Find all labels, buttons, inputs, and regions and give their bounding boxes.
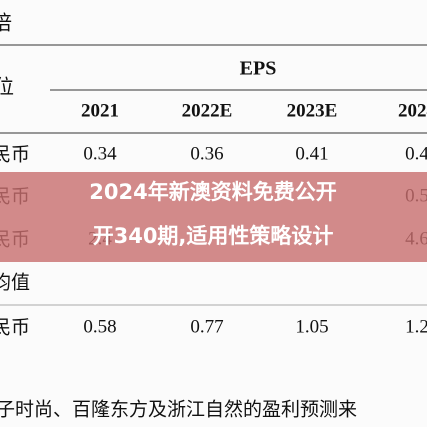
cell: 0.4 [405,143,427,164]
cell: 0.77 [190,316,223,337]
row-label: 民币 [0,317,30,339]
cell: 0.34 [83,143,117,164]
row-label: 均值 [0,272,30,294]
cell: 0.36 [190,143,223,164]
banner-text: 开340期,适用性策略设计 [93,224,334,248]
unit-label: 位 [0,75,14,99]
group-header: EPS [240,58,277,80]
column-header: 2021 [81,100,119,121]
column-header: 2022E [182,100,233,121]
banner-text: 2024年新澳资料免费公开 [89,180,336,204]
footnote: 子时尚、百隆东方及浙江自然的盈利预测来 [0,399,357,421]
cell: 1.2 [405,316,427,337]
column-header: 2024 [398,100,427,121]
header-corner: 倍 [0,11,12,35]
banner [0,172,427,262]
cell: 1.05 [295,316,328,337]
cell: 0.41 [295,143,328,164]
cell: 0.58 [83,316,116,337]
column-header: 2023E [287,100,338,121]
row-label: 民币 [0,144,30,166]
